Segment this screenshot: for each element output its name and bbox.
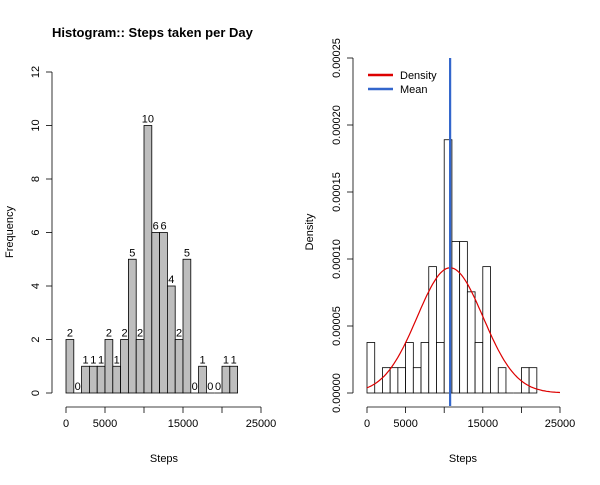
x-tick-label: 25000 [246,418,277,430]
y-tick-label: 0.00020 [331,105,343,145]
bar-count-label: 6 [160,221,166,233]
histogram-bar [143,125,153,394]
histogram-bar [466,291,476,394]
histogram-bar [221,365,231,394]
bar-count-label: 1 [82,354,88,366]
bar-count-label: 0 [215,381,221,393]
bar-count-label: 6 [153,221,159,233]
x-axis-label: Steps [150,453,179,465]
histogram-bar [436,342,445,394]
bar-count-label: 1 [114,354,120,366]
histogram-bar [412,367,422,394]
y-tick-label: 0 [30,390,42,396]
histogram-bar [166,285,176,394]
bar-count-label: 1 [231,354,237,366]
x-tick-label: 15000 [168,418,199,430]
histogram-bar [151,232,161,394]
histogram-bar [135,339,145,394]
bar-count-label: 0 [207,381,213,393]
bar-count-label: 5 [184,247,190,259]
histogram-bar [389,367,399,394]
x-tick-label: 5000 [393,418,417,430]
bar-count-label: 0 [192,381,198,393]
y-tick-label: 2 [30,336,42,342]
y-axis: 0.00000 0.00005 0.00010 0.00015 0.00020 0.000… [331,38,354,413]
histogram-bar [521,367,530,394]
x-axis: 0 5000 15000 25000 [63,406,277,430]
bar-count-label: 10 [142,114,154,126]
histogram-bar [182,258,192,394]
histogram-bar [366,342,376,394]
histogram-bar [451,241,461,394]
bar-count-label: 2 [106,328,112,340]
y-tick-label: 6 [30,229,42,235]
histogram-bar [229,365,239,394]
y-tick-label: 0.00000 [331,373,343,413]
x-axis: 0 5000 15000 25000 [364,406,576,430]
histogram-bar [120,339,129,394]
y-tick-label: 0.00005 [331,306,343,346]
y-tick-label: 0.00025 [331,38,343,78]
histogram-bar [459,241,468,394]
histogram-bar [89,365,98,394]
bar-count-label: 2 [121,328,127,340]
bar-count-label: 1 [90,354,96,366]
bars-group [366,139,538,394]
histogram-bar [420,342,430,394]
histogram-bar [405,342,414,394]
y-tick-label: 12 [30,66,42,78]
legend-density-label: Density [400,70,437,82]
histogram-bar [397,367,407,394]
histogram-bar [159,232,168,394]
histogram-bar [127,258,137,394]
legend-mean-label: Mean [400,84,428,96]
y-tick-label: 0.00010 [331,239,343,279]
histogram-bar [112,365,122,394]
histogram-bar [198,365,207,394]
x-tick-label: 15000 [468,418,499,430]
y-tick-label: 4 [30,283,42,289]
y-axis-label: Frequency [4,206,16,258]
y-tick-label: 8 [30,176,42,182]
density-curve [366,267,561,394]
x-tick-label: 0 [63,418,69,430]
histogram-bar [96,365,106,394]
y-tick-label: 10 [30,119,42,131]
bar-count-label: 4 [168,274,174,286]
x-axis-label: Steps [449,453,478,465]
y-axis: 0 2 4 6 8 10 12 [30,66,53,396]
bar-count-label: 2 [137,328,143,340]
bar-count-label: 2 [67,328,73,340]
x-tick-label: 25000 [545,418,576,430]
x-tick-label: 0 [364,418,370,430]
histogram-bar [174,339,184,394]
density-curve-line [366,267,561,394]
histogram-bar [104,339,114,394]
bar-count-label: 1 [223,354,229,366]
y-axis-label: Density [304,213,316,250]
legend: Density Mean [368,70,437,96]
bar-count-label: 0 [75,381,81,393]
histogram-bar [497,367,507,394]
y-tick-label: 0.00015 [331,172,343,212]
histogram-frequency-panel: Histogram:: Steps taken per Day Steps Fr… [4,25,276,465]
histogram-density-panel: Steps Density 0 5000 15000 25000 0.000000.0… [304,38,575,465]
histogram-title: Histogram:: Steps taken per Day [52,25,254,40]
histogram-bar [528,367,538,394]
bar-count-label: 5 [129,247,135,259]
bar-count-label: 1 [98,354,104,366]
bar-count-label: 2 [176,328,182,340]
x-tick-label: 5000 [93,418,117,430]
bar-count-label: 1 [199,354,205,366]
histogram-bar [474,342,484,394]
bars-group [65,125,239,394]
histogram-bar [65,339,75,394]
histogram-bar [482,266,491,394]
histogram-bar [81,365,90,394]
histogram-bar [428,266,437,394]
